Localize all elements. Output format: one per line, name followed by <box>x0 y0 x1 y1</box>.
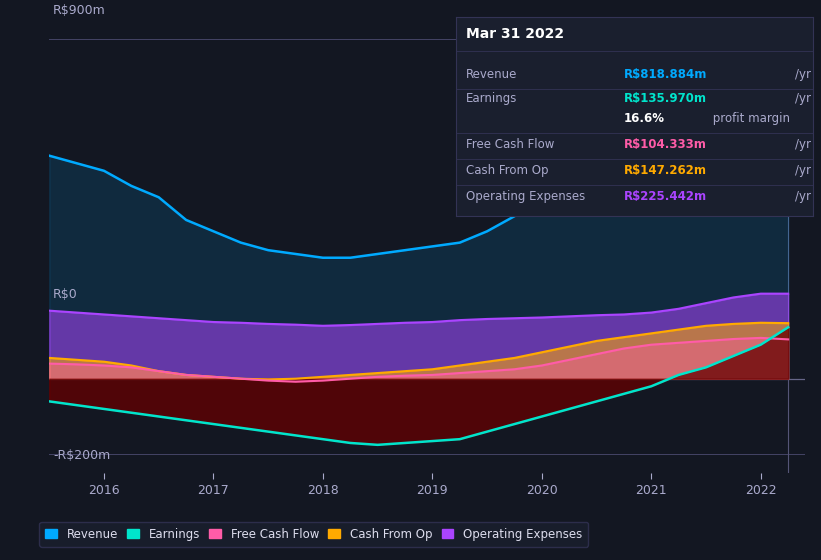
Text: R$104.333m: R$104.333m <box>623 138 706 151</box>
Text: R$900m: R$900m <box>53 4 106 17</box>
Legend: Revenue, Earnings, Free Cash Flow, Cash From Op, Operating Expenses: Revenue, Earnings, Free Cash Flow, Cash … <box>39 522 588 547</box>
Text: /yr: /yr <box>795 190 811 203</box>
Text: 16.6%: 16.6% <box>623 112 664 125</box>
Text: R$225.442m: R$225.442m <box>623 190 707 203</box>
Text: R$147.262m: R$147.262m <box>623 164 707 177</box>
Text: Operating Expenses: Operating Expenses <box>466 190 585 203</box>
Text: Mar 31 2022: Mar 31 2022 <box>466 27 565 41</box>
Text: R$135.970m: R$135.970m <box>623 92 707 105</box>
Text: Free Cash Flow: Free Cash Flow <box>466 138 555 151</box>
Text: /yr: /yr <box>795 68 811 82</box>
Text: profit margin: profit margin <box>709 112 791 125</box>
Text: /yr: /yr <box>795 92 811 105</box>
Text: /yr: /yr <box>795 138 811 151</box>
Text: R$0: R$0 <box>53 287 78 301</box>
Text: Cash From Op: Cash From Op <box>466 164 549 177</box>
Text: R$818.884m: R$818.884m <box>623 68 707 82</box>
Text: /yr: /yr <box>795 164 811 177</box>
Text: Revenue: Revenue <box>466 68 518 82</box>
Text: Earnings: Earnings <box>466 92 518 105</box>
Text: -R$200m: -R$200m <box>53 449 110 461</box>
